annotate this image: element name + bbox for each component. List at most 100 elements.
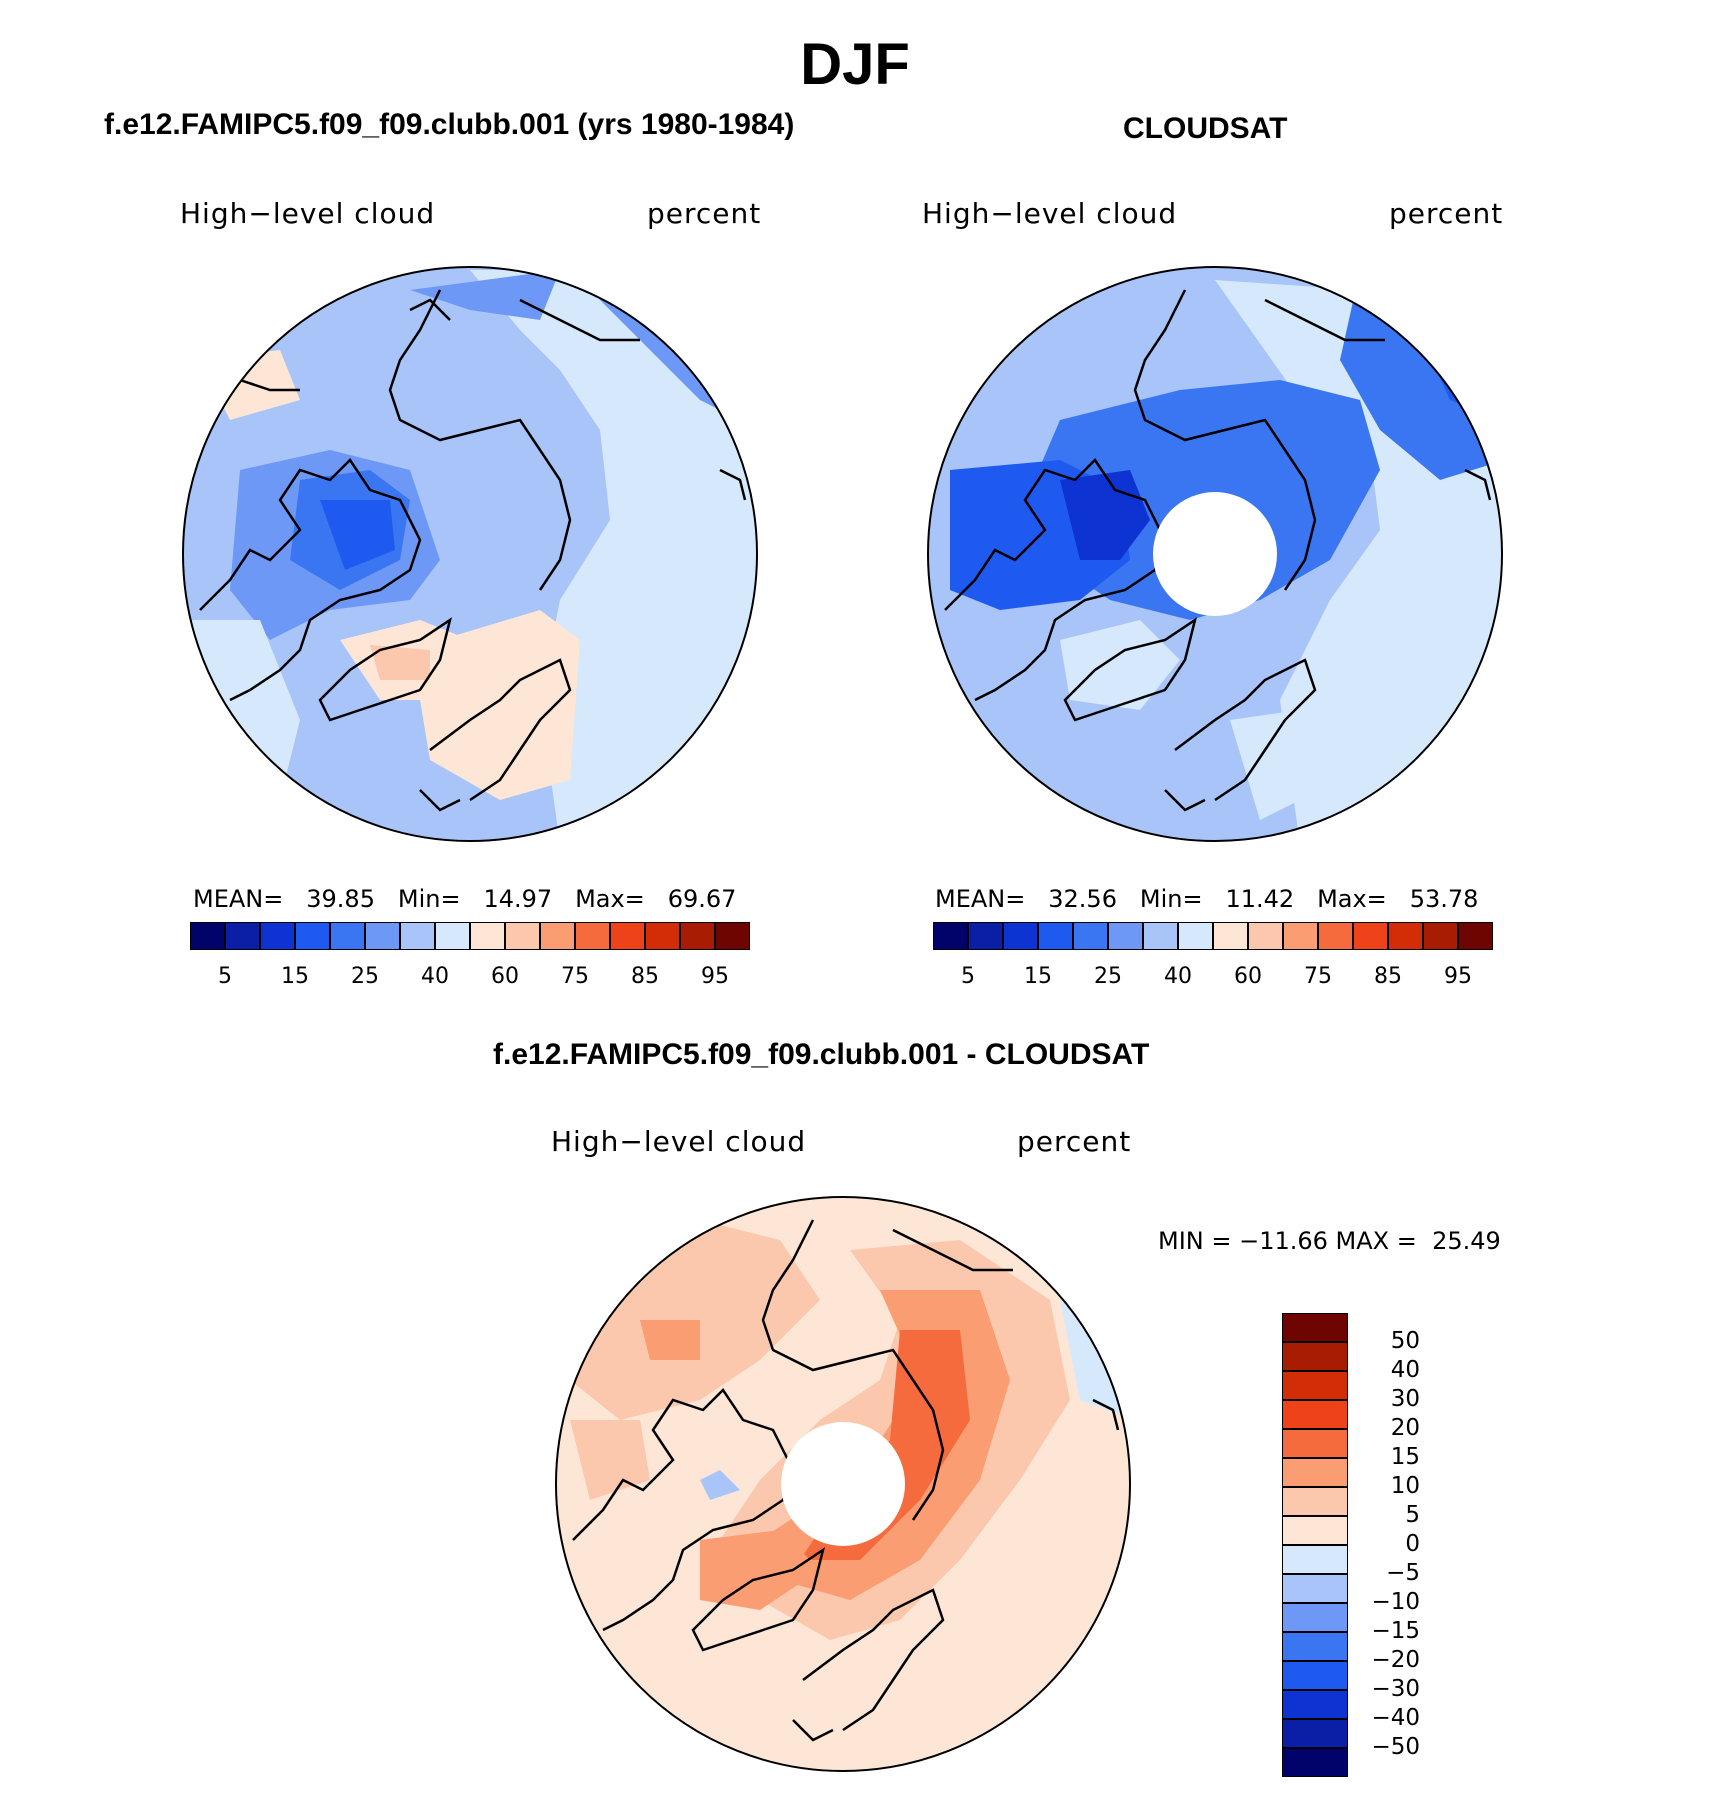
obs-colorbar-label: 15: [1024, 964, 1052, 989]
diff-colorbar-label: −20: [1371, 1647, 1420, 1673]
diff-colorbar-box: [1282, 1632, 1348, 1661]
obs-mean-value: 32.56: [1048, 885, 1117, 913]
model-mean-value: 39.85: [306, 885, 375, 913]
obs-colorbar-box: [1038, 922, 1073, 950]
model-case-title: f.e12.FAMIPC5.f09_f09.clubb.001 (yrs 198…: [104, 108, 795, 141]
diff-colorbar-label: −5: [1386, 1560, 1420, 1586]
model-colorbar-box: [610, 922, 645, 950]
obs-colorbar-box: [1178, 922, 1213, 950]
obs-min-label: Min=: [1139, 885, 1203, 913]
diff-colorbar-box: [1282, 1400, 1348, 1429]
obs-map-border: [927, 266, 1503, 842]
obs-colorbar-box: [1143, 922, 1178, 950]
diff-colorbar-label: 30: [1390, 1386, 1420, 1412]
model-colorbar-label: 60: [491, 964, 519, 989]
model-colorbar-label: 40: [421, 964, 449, 989]
model-coastlines: [199, 289, 747, 812]
diff-colorbar-box: [1282, 1516, 1348, 1545]
diff-polar-gap: [781, 1422, 905, 1546]
diff-colorbar-box: [1282, 1690, 1348, 1719]
model-colorbar-box: [505, 922, 540, 950]
diff-colorbar-box: [1282, 1661, 1348, 1690]
diff-units-label: percent: [1017, 1125, 1132, 1158]
obs-max-label: Max=: [1317, 885, 1387, 913]
model-colorbar-box: [680, 922, 715, 950]
obs-colorbar-box: [1003, 922, 1038, 950]
obs-colorbar-box: [1388, 922, 1423, 950]
obs-colorbar-box: [1073, 922, 1108, 950]
obs-colorbar-box: [1248, 922, 1283, 950]
page-title: DJF: [800, 32, 910, 97]
diff-colorbar-box: [1282, 1458, 1348, 1487]
diff-colorbar-box: [1282, 1371, 1348, 1400]
diff-map-fill: [556, 1197, 1130, 1771]
model-colorbar-label: 15: [281, 964, 309, 989]
model-min-label: Min=: [397, 885, 461, 913]
diff-colorbar-box: [1282, 1719, 1348, 1748]
model-colorbar-box: [190, 922, 225, 950]
diff-map-border: [555, 1196, 1131, 1772]
obs-colorbar-label: 25: [1094, 964, 1122, 989]
diff-colorbar-label: 0: [1405, 1531, 1420, 1557]
model-colorbar-box: [470, 922, 505, 950]
model-colorbar-box: [400, 922, 435, 950]
obs-colorbar-label: 5: [961, 964, 975, 989]
model-colorbar-box: [225, 922, 260, 950]
diff-colorbar-box: [1282, 1487, 1348, 1516]
obs-colorbar-label: 85: [1374, 964, 1402, 989]
diff-colorbar-box: [1282, 1313, 1348, 1342]
model-colorbar-box: [715, 922, 750, 950]
obs-colorbar-box: [968, 922, 1003, 950]
model-colorbar-box: [330, 922, 365, 950]
model-colorbar-box: [295, 922, 330, 950]
diff-colorbar-label: 5: [1405, 1502, 1420, 1528]
model-colorbar-box: [365, 922, 400, 950]
diff-colorbar-label: −10: [1371, 1589, 1420, 1615]
diff-colorbar-label: −30: [1371, 1676, 1420, 1702]
obs-colorbar-box: [1213, 922, 1248, 950]
diff-colorbar-label: −15: [1371, 1618, 1420, 1644]
obs-max-value: 53.78: [1409, 885, 1479, 913]
obs-stats: MEAN= 32.56 Min= 11.42 Max= 53.78: [935, 887, 1478, 911]
model-variable-label: High−level cloud: [180, 197, 436, 230]
diff-minmax: MIN = −11.66 MAX = 25.49: [1158, 1227, 1501, 1255]
model-colorbar-label: 75: [561, 964, 589, 989]
obs-min-value: 11.42: [1225, 885, 1295, 913]
diff-colorbar-label: 50: [1390, 1328, 1420, 1354]
diff-case-title: f.e12.FAMIPC5.f09_f09.clubb.001 - CLOUDS…: [493, 1038, 1150, 1071]
diff-colorbar-label: 40: [1390, 1357, 1420, 1383]
model-min-value: 14.97: [483, 885, 553, 913]
diff-variable-label: High−level cloud: [551, 1125, 807, 1158]
model-colorbar-box: [575, 922, 610, 950]
model-colorbar-label: 95: [701, 964, 729, 989]
model-colorbar-label: 25: [351, 964, 379, 989]
model-mean-label: MEAN=: [193, 885, 284, 913]
model-colorbar-label: 85: [631, 964, 659, 989]
model-colorbar-label: 5: [218, 964, 232, 989]
model-colorbar-box: [260, 922, 295, 950]
diff-colorbar-box: [1282, 1574, 1348, 1603]
diff-coastlines: [572, 1219, 1120, 1742]
diff-colorbar-label: 15: [1390, 1444, 1420, 1470]
model-colorbar-box: [540, 922, 575, 950]
diff-colorbar-label: −40: [1371, 1705, 1420, 1731]
diff-colorbar-box: [1282, 1603, 1348, 1632]
obs-colorbar-box: [1108, 922, 1143, 950]
diff-colorbar-label: 20: [1390, 1415, 1420, 1441]
obs-colorbar-box: [1353, 922, 1388, 950]
obs-variable-label: High−level cloud: [922, 197, 1178, 230]
diff-colorbar-box: [1282, 1342, 1348, 1371]
diff-colorbar-box: [1282, 1748, 1348, 1777]
model-units-label: percent: [647, 197, 762, 230]
diff-colorbar-label: −50: [1371, 1734, 1420, 1760]
model-stats: MEAN= 39.85 Min= 14.97 Max= 69.67: [193, 887, 736, 911]
model-max-label: Max=: [575, 885, 645, 913]
obs-colorbar-box: [933, 922, 968, 950]
model-max-value: 69.67: [667, 885, 737, 913]
obs-units-label: percent: [1389, 197, 1504, 230]
obs-colorbar-box: [1318, 922, 1353, 950]
diff-colorbar-label: 10: [1390, 1473, 1420, 1499]
obs-polar-gap: [1153, 492, 1277, 616]
obs-colorbar-label: 75: [1304, 964, 1332, 989]
